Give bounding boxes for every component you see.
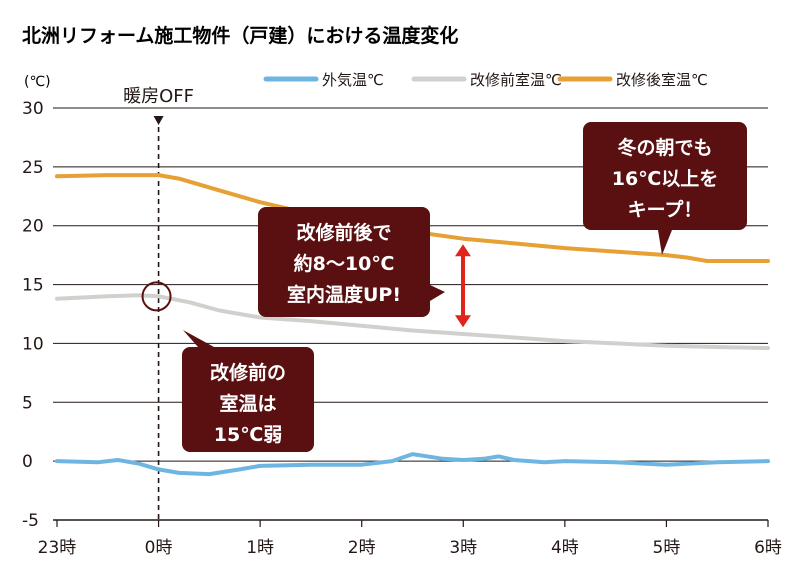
x-tick-label: 23時: [38, 538, 77, 558]
legend-label: 改修後室温℃: [616, 71, 708, 89]
bubble-before-15-line: 15℃弱: [214, 424, 282, 446]
x-tick-label: 3時: [449, 538, 477, 558]
y-tick-label: 20: [22, 217, 44, 237]
x-tick-label: 0時: [145, 538, 173, 558]
bubble-before-15-box: [182, 347, 314, 452]
y-tick-label: 15: [22, 276, 44, 296]
increase-arrow-head-bottom: [455, 315, 471, 328]
x-tick-label: 1時: [246, 538, 274, 558]
legend-label: 改修前室温℃: [470, 71, 562, 89]
x-tick-label: 2時: [348, 538, 376, 558]
series-line-1: [55, 293, 770, 351]
bubble-winter-morning-line: 16℃以上を: [612, 168, 718, 190]
y-axis-unit-label: (℃): [24, 74, 51, 90]
x-tick-label: 5時: [653, 538, 681, 558]
bubble-temp-up-tail: [430, 285, 445, 301]
y-tick-label: 30: [22, 99, 44, 119]
bubble-before-15-line: 改修前の: [210, 361, 286, 384]
bubble-temp-up-line: 改修前後で: [296, 221, 391, 244]
x-tick-label: 6時: [754, 538, 782, 558]
y-tick-label: 10: [22, 334, 44, 354]
bubble-temp-up-line: 約8〜10℃: [294, 252, 395, 275]
heating-off-marker: 暖房OFF: [123, 86, 194, 520]
bubble-winter-morning-tail: [658, 230, 672, 255]
bubble-winter-morning-line: 冬の朝でも: [617, 136, 712, 159]
legend-label: 外気温℃: [322, 71, 384, 89]
bubble-before-15-line: 室温は: [219, 392, 276, 415]
y-tick-label: -5: [22, 511, 39, 531]
y-axis-ticks: 30 25 20 15 10 5 0 -5: [22, 99, 44, 531]
legend: 外気温℃ 改修前室温℃ 改修後室温℃: [263, 71, 708, 89]
y-tick-label: 0: [22, 452, 33, 472]
y-tick-label: 5: [22, 393, 33, 413]
highlight-circle: [141, 281, 172, 312]
bubble-temp-up-box: [258, 207, 430, 317]
increase-arrow-head-top: [455, 244, 471, 257]
y-tick-label: 25: [22, 158, 44, 178]
heating-off-label: 暖房OFF: [123, 86, 194, 107]
x-tick-label: 4時: [551, 538, 579, 558]
bubble-winter-morning-box: [583, 122, 747, 230]
series-line-0: [55, 452, 770, 477]
x-axis-ticks: 23時 0時 1時 2時 3時 4時 5時 6時: [38, 520, 782, 558]
bubble-winter-morning-line: キープ！: [628, 198, 703, 221]
bubble-temp-up-line: 室内温度UP!: [287, 283, 401, 306]
heating-off-arrow: [153, 116, 164, 125]
bubble-before-15-tail: [183, 330, 214, 347]
chart-title: 北洲リフォーム施工物件（戸建）における温度変化: [22, 24, 458, 47]
